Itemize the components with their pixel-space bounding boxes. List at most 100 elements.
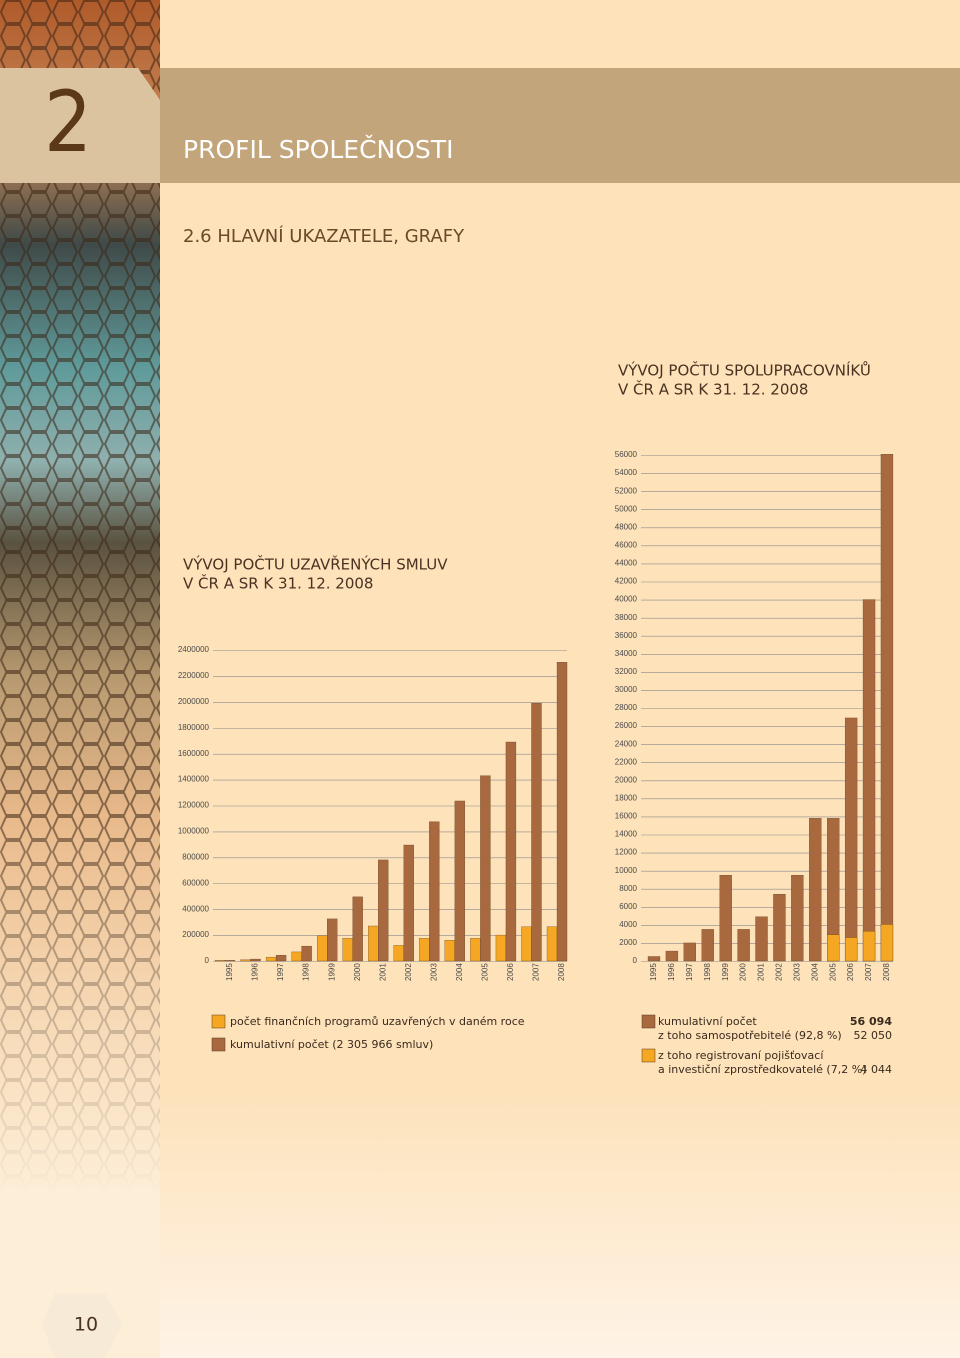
bar [275,955,287,962]
y-tick-label: 36000 [615,631,638,640]
bar [505,741,517,962]
bar [224,960,236,962]
y-tick-label: 600000 [182,878,209,887]
bar [327,918,338,962]
header-band [160,68,960,183]
y-tick-label: 32000 [615,667,638,676]
y-tick-label: 20000 [615,775,638,784]
y-tick-label: 52000 [615,486,638,495]
bar [429,821,440,962]
bar [683,942,696,962]
bar [495,934,507,962]
y-tick-label: 2000000 [178,697,210,706]
y-tick-label: 50000 [615,504,638,513]
y-tick-label: 4000 [619,920,637,929]
bar [773,893,786,962]
x-tick-label: 2001 [378,963,387,981]
x-tick-label: 2006 [506,963,515,981]
legend-swatch [211,1037,226,1052]
legend-label: a investiční zprostředkovatelé (7,2 %) [658,1063,866,1076]
legend-label: kumulativní počet [658,1015,757,1028]
y-tick-label: 10000 [615,866,638,875]
y-tick-label: 18000 [615,793,638,802]
bar [214,960,226,962]
chart-title: VÝVOJ POČTU SPOLUPRACOVNÍKŮ [618,361,871,380]
x-tick-label: 2008 [882,963,891,981]
y-tick-label: 30000 [615,685,638,694]
bar [719,875,732,962]
x-tick-label: 2007 [532,963,541,981]
x-tick-label: 2004 [810,963,819,981]
bar [444,940,456,962]
y-tick-label: 16000 [615,812,638,821]
legend-value: 56 094 [850,1015,892,1028]
chart-title: V ČR A SR K 31. 12. 2008 [183,574,373,593]
bar [352,896,363,962]
bar [844,717,858,962]
bar [291,951,302,962]
bar [454,800,466,962]
x-tick-label: 2006 [846,963,855,981]
legend-label: z toho registrovaní pojišťovací [658,1049,824,1062]
chart-title: VÝVOJ POČTU UZAVŘENÝCH SMLUV [183,555,448,574]
y-tick-label: 54000 [615,468,638,477]
x-tick-label: 2000 [739,963,748,981]
bar [862,931,876,962]
x-tick-label: 2003 [792,963,801,981]
x-tick-label: 1997 [276,963,285,981]
y-tick-label: 2200000 [178,671,210,680]
page-title: PROFIL SPOLEČNOSTI [183,134,453,164]
bar [342,938,353,962]
chapter-box [0,68,160,183]
x-tick-label: 1995 [225,963,234,981]
bar [393,945,404,962]
page-number-box [42,1293,122,1358]
bar [368,925,379,962]
bar [250,958,261,962]
bar [701,929,714,962]
bar [301,945,312,962]
x-tick-label: 2002 [775,963,784,981]
x-tick-label: 2002 [404,963,413,981]
x-tick-label: 1995 [649,963,658,981]
y-tick-label: 200000 [182,930,209,939]
y-tick-label: 6000 [619,902,637,911]
x-tick-label: 1999 [721,963,730,981]
bar [470,938,481,962]
y-tick-label: 2400000 [178,645,210,654]
section-title: 2.6 HLAVNÍ UKAZATELE, GRAFY [183,225,465,247]
legend-swatch [641,1014,656,1029]
x-tick-label: 2003 [429,963,438,981]
y-tick-label: 46000 [615,540,638,549]
legend-swatch [641,1048,656,1063]
bar [755,916,768,962]
x-tick-label: 1997 [685,963,694,981]
page-number: 10 [74,1314,98,1336]
chart-title: V ČR A SR K 31. 12. 2008 [618,380,808,399]
x-tick-label: 1998 [302,963,311,981]
legend-label: počet finančních programů uzavřených v d… [230,1015,525,1028]
bar [880,454,894,962]
y-tick-label: 22000 [615,757,638,766]
y-tick-label: 800000 [182,852,209,861]
y-tick-label: 56000 [615,450,638,459]
bar [378,859,389,962]
legend-value: 4 044 [861,1063,893,1076]
bar [791,875,804,962]
y-tick-label: 8000 [619,884,637,893]
bar [480,775,491,962]
x-tick-label: 2007 [864,963,873,981]
legend-swatch [211,1014,226,1029]
x-tick-label: 2001 [757,963,766,981]
x-tick-label: 2005 [828,963,837,981]
y-tick-label: 1800000 [178,723,210,732]
bar [546,926,558,962]
x-tick-label: 2004 [455,963,464,981]
y-tick-label: 400000 [182,904,209,913]
bar [403,844,414,962]
y-tick-label: 44000 [615,559,638,568]
legend-label: kumulativní počet (2 305 966 smluv) [230,1038,433,1051]
bar [521,926,532,962]
bar [419,938,430,962]
